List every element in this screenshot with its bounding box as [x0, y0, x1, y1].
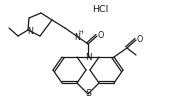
Text: N: N	[74, 34, 80, 43]
Text: O: O	[137, 35, 143, 44]
Text: H: H	[79, 31, 83, 35]
Text: N: N	[27, 26, 33, 35]
Text: N: N	[85, 54, 91, 63]
Text: HCl: HCl	[92, 5, 108, 15]
Text: O: O	[98, 31, 104, 39]
Text: S: S	[85, 89, 91, 98]
